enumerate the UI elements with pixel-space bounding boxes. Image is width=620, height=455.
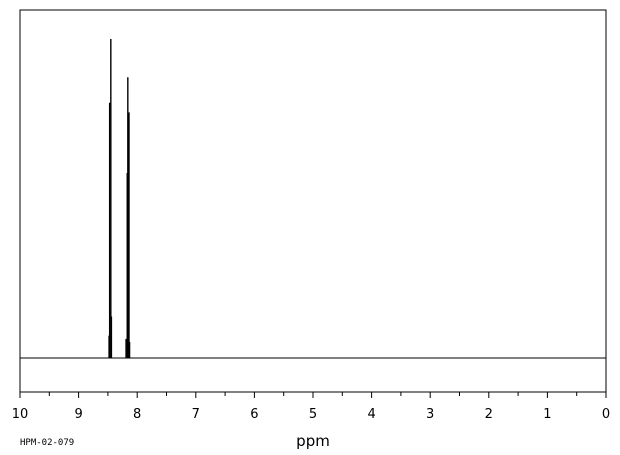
tick-label: 3 [426,407,434,422]
tick-label: 4 [367,407,375,422]
sample-code-label: HPM-02-079 [20,438,74,448]
x-axis-tick-labels: 10 9 8 7 6 5 4 3 2 1 0 [12,407,610,422]
tick-label: 1 [543,407,551,422]
tick-label: 7 [192,407,200,422]
x-axis-ticks [19,392,607,398]
plot-frame [19,9,607,393]
tick-label: 9 [74,407,82,422]
tick-label: 5 [309,407,317,422]
spectrum-peaks [108,39,131,358]
tick-label: 2 [485,407,493,422]
tick-label: 10 [12,407,29,422]
tick-label: 0 [602,407,610,422]
tick-label: 6 [250,407,258,422]
x-axis-label: ppm [296,432,330,450]
tick-label: 8 [133,407,141,422]
